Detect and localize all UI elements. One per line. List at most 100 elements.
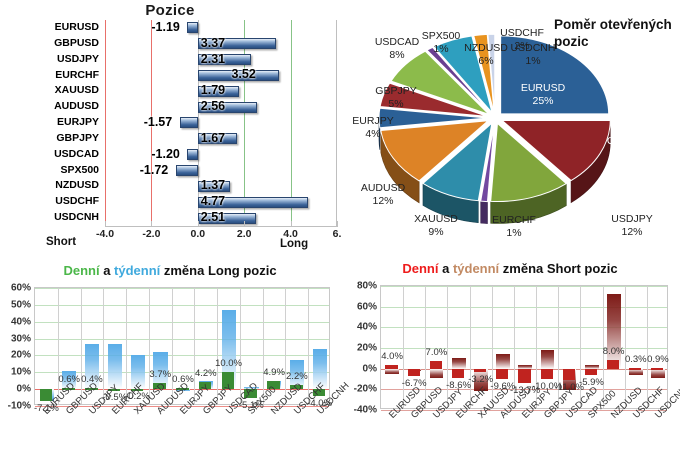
weekly-change-bar <box>518 364 533 369</box>
pie-slice-name: USDCNH <box>510 42 556 54</box>
chart-gridline <box>381 389 667 391</box>
pozice-category-label: GBPJPY <box>56 131 99 144</box>
chart-title-part: změna Short pozic <box>502 261 618 276</box>
pie-slice-label: EURCHF 1% <box>480 214 548 239</box>
pie-slice-name: NZDUSD <box>464 42 508 54</box>
pozice-tick-mark <box>290 221 292 226</box>
pie-slice-percent: 4% <box>365 127 381 140</box>
data-label: 3.7% <box>149 368 172 380</box>
daily-change-bar <box>39 389 53 402</box>
pie-slice-percent: 25% <box>532 94 554 107</box>
weekly-change-bar <box>62 371 77 390</box>
daily-change-bar <box>629 368 642 371</box>
y-axis-tick-label: 80% <box>356 280 377 292</box>
chart-category-separator <box>262 288 264 404</box>
data-label: -3.2% <box>468 373 494 385</box>
daily-change-bar <box>85 388 98 391</box>
chart-title-part: a <box>103 263 115 278</box>
y-axis-tick-label: 60% <box>356 301 377 313</box>
pie-slice[interactable] <box>426 46 491 114</box>
pie-slice[interactable] <box>378 107 488 129</box>
daily-change-bar <box>312 389 326 396</box>
pozice-gridline <box>244 20 246 226</box>
daily-change-bar <box>451 368 465 378</box>
data-label: -4.0% <box>307 397 333 409</box>
pie-slice-label: EURUSD 25% <box>509 82 577 107</box>
pie-slice[interactable] <box>379 82 488 117</box>
pozice-tick-label: 4.0 <box>283 228 298 240</box>
pozice-bar-row: EURCHF 3.52 <box>55 67 336 84</box>
y-axis-tick-label: -20% <box>353 383 377 395</box>
pozice-tick-mark <box>337 221 338 226</box>
pie-svg <box>378 33 611 224</box>
pozice-gridline <box>151 20 153 226</box>
pozice-bar-row: XAUUSD 1.79 <box>55 83 336 99</box>
pie-slice-label: SPX500 1% <box>407 30 475 55</box>
daily-change-bar <box>176 388 189 391</box>
chart-category-separator <box>558 286 560 408</box>
pie-slice[interactable] <box>490 122 568 202</box>
pozice-value-label: 3.52 <box>231 67 256 82</box>
pozice-category-label: USDJPY <box>56 52 99 65</box>
pozice-chart-panel: Pozice EURUSD -1.19 GBPUSD 3.37 USDJPY 2.31 EU… <box>0 0 341 255</box>
pie-chart-panel: EURUSD 25% GBPUSD 14% USDJPY 12% EURCHF 1% XAUUS… <box>340 0 680 255</box>
pie-slice-label: XAUUSD 9% <box>402 213 470 238</box>
pie-slice-percent: 5% <box>388 97 404 110</box>
pozice-axis-line <box>105 226 338 227</box>
pie-slice-percent: 9% <box>428 225 444 238</box>
data-label: -6.7% <box>401 377 427 389</box>
pie-slice[interactable] <box>422 121 493 202</box>
pie-slice[interactable] <box>500 35 610 115</box>
pie-slice-percent: 12% <box>621 225 643 238</box>
pie-slice[interactable] <box>390 50 490 115</box>
chart-title-part: týdenní <box>452 261 503 276</box>
data-label: 2.2% <box>286 371 308 383</box>
pozice-bar-row: EURUSD -1.19 <box>55 20 336 36</box>
pozice-short-label: Short <box>46 236 77 248</box>
pozice-tick-mark <box>105 221 106 226</box>
pie-slice[interactable] <box>433 35 493 113</box>
pozice-category-label: USDCHF <box>55 195 99 208</box>
pie-slice-name: XAUUSD <box>414 213 458 225</box>
pozice-bar-row: USDCAD -1.20 <box>54 146 336 163</box>
chart-category-separator <box>403 286 405 408</box>
pozice-bar <box>197 85 240 97</box>
pozice-bar-row: USDJPY 2.31 <box>57 52 336 68</box>
pie-slice-name: EURUSD <box>520 82 566 94</box>
pie-slice-label: USDCHF 2% <box>488 27 556 52</box>
y-axis-tick-label: 50% <box>10 299 31 311</box>
daily-change-bar <box>429 361 442 369</box>
pozice-category-label: AUDUSD <box>54 100 99 113</box>
y-axis-tick-label: 10% <box>10 366 31 378</box>
data-label: 0.3% <box>624 354 647 366</box>
y-axis-tick-label: 30% <box>10 333 31 345</box>
pie-slice[interactable] <box>380 120 490 182</box>
pozice-bar <box>175 165 198 177</box>
daily-change-bar <box>198 382 212 390</box>
data-label: -5.9% <box>579 376 604 388</box>
data-label: -8.6% <box>446 379 471 391</box>
data-label: -0.2% <box>125 391 150 403</box>
pie-slice-name: GBPJPY <box>375 85 417 97</box>
pie-slice[interactable] <box>480 123 495 203</box>
pie-graphic: EURUSD 25% GBPUSD 14% USDJPY 12% EURCHF 1% XAUUS… <box>340 0 680 255</box>
pie-slice[interactable] <box>487 33 496 113</box>
pie-slice[interactable] <box>473 33 495 113</box>
chart-category-separator <box>602 286 604 408</box>
short-plot-area: -40% -20% 0% 20% 40% 60% 80% 4.0% -6.7% 7.0% -8.6%… <box>354 281 669 416</box>
pozice-category-label: NZDUSD <box>55 179 99 192</box>
daily-change-bar <box>290 385 303 390</box>
pozice-bar <box>197 69 280 81</box>
weekly-change-bar <box>629 368 643 375</box>
short-change-chart-panel: Denní a týdenní změna Short pozic -40% -2… <box>340 255 680 457</box>
chart-gridline <box>35 372 329 374</box>
y-axis-tick-label: 20% <box>356 342 377 354</box>
pozice-tick-mark <box>244 221 246 226</box>
pie-slice[interactable] <box>500 119 611 182</box>
pozice-tick-mark <box>151 221 153 226</box>
pozice-value-label: -1.20 <box>151 146 180 161</box>
pie-slice-name: GBPUSD <box>606 135 652 147</box>
pie-slice-name: USDCHF <box>500 27 544 39</box>
pozice-bar <box>197 101 258 113</box>
chart-title-part: týdenní <box>114 263 164 278</box>
